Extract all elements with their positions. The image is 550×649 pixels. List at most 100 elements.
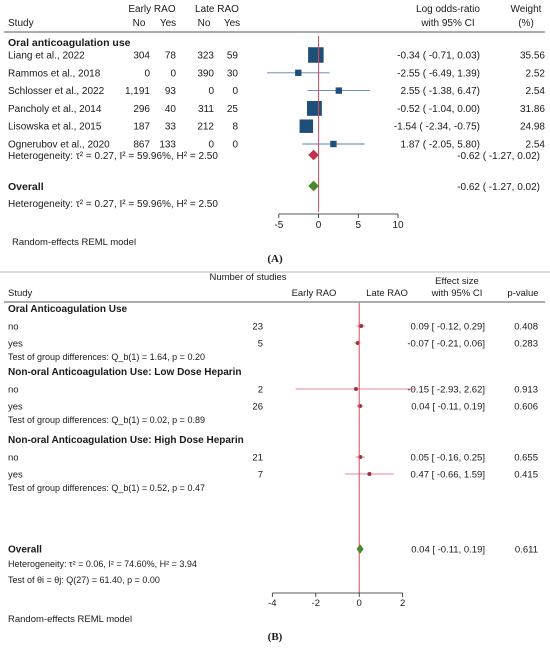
early-yes-value: 133 xyxy=(159,140,176,151)
late-no-value: 323 xyxy=(197,51,214,62)
subgroup-p-value: 0.606 xyxy=(514,402,538,413)
marks-a xyxy=(266,36,370,212)
model-label-a: Random-effects REML model xyxy=(12,237,136,248)
early-yes-value: 33 xyxy=(165,122,177,133)
study-ci-text: -1.54 ( -2.34, -0.75) xyxy=(394,122,480,133)
early-yes-value: 78 xyxy=(165,51,177,62)
header-early-rao-b: Early RAO xyxy=(292,288,337,299)
study-name: Rammos et al., 2018 xyxy=(8,68,101,79)
subgroup-p-value: 0.408 xyxy=(514,322,538,333)
subgroup-point xyxy=(358,404,363,408)
subgroup-point xyxy=(367,472,372,476)
subgroup-label: Non-oral Anticoagulation Use: High Dose … xyxy=(8,435,244,446)
subgroup-ci-text: 0.04 [ -0.11, 0.19] xyxy=(411,402,485,413)
study-weight: 2.54 xyxy=(526,86,546,97)
study-ci-text: 2.55 ( -1.38, 6.47) xyxy=(401,86,481,97)
group-pooled-ci-a: -0.62 ( -1.27, 0.02) xyxy=(457,151,540,162)
x-tick-label-a: 10 xyxy=(392,220,404,231)
subgroup-label: Oral Anticoagulation Use xyxy=(8,304,128,315)
panel-a: Early RAO Late RAO Study No Yes No Yes L… xyxy=(4,4,545,265)
overall-p-value-b: 0.611 xyxy=(515,545,538,556)
study-name: Schlosser et al., 2022 xyxy=(8,86,105,97)
study-name: Liang et al., 2022 xyxy=(8,51,85,62)
early-yes-value: 40 xyxy=(165,104,177,115)
late-yes-value: 25 xyxy=(227,104,239,115)
subgroup-row-name: no xyxy=(8,322,19,333)
panel-label-b: (B) xyxy=(268,631,283,643)
x-tick-label-b: 0 xyxy=(357,598,362,609)
header-study: Study xyxy=(8,18,34,29)
header-effect-ci: with 95% CI xyxy=(420,18,474,29)
study-weight: 35.56 xyxy=(520,51,545,62)
study-point-square xyxy=(299,119,314,133)
header-number-of-studies: Number of studies xyxy=(209,272,286,283)
study-rows-a: Liang et al., 2022 304 78 323 59 -0.34 ( -0.7… xyxy=(8,51,545,151)
early-no-value: 0 xyxy=(144,68,150,79)
late-yes-value: 0 xyxy=(232,140,238,151)
header-early-no: No xyxy=(133,18,146,29)
header-late-no: No xyxy=(198,18,211,29)
panel-b: Number of studies Study Early RAO Late R… xyxy=(4,272,545,643)
subgroup-study-count: 23 xyxy=(252,322,263,333)
header-p-value: p-value xyxy=(507,288,538,299)
early-no-value: 867 xyxy=(133,140,150,151)
study-point-square xyxy=(306,100,322,116)
subgroup-p-value: 0.415 xyxy=(514,470,538,481)
subgroup-study-count: 5 xyxy=(258,339,263,350)
group-difference-test: Test of group differences: Q_b(1) = 1.64… xyxy=(8,352,205,362)
subgroup-row-name: yes xyxy=(8,470,23,481)
late-no-value: 0 xyxy=(208,140,214,151)
early-no-value: 296 xyxy=(133,104,150,115)
header-late-rao-b: Late RAO xyxy=(366,288,408,299)
study-name: Ognerubov et al., 2020 xyxy=(8,140,110,151)
overall-ci-a: -0.62 ( -1.27, 0.02) xyxy=(457,182,540,193)
early-no-value: 187 xyxy=(133,122,150,133)
group-label-a: Oral anticoagulation use xyxy=(8,37,131,49)
overall-homogeneity-test: Test of θi = θj: Q(27) = 61.40, p = 0.00 xyxy=(8,575,160,585)
x-tick-label-a: 5 xyxy=(355,220,361,231)
header-effect-size: Effect size xyxy=(435,276,479,287)
subgroup-rows-b: Oral Anticoagulation Use no 23 0.09 [ -0.12… xyxy=(8,304,538,585)
header-early-rao: Early RAO xyxy=(128,4,175,15)
x-tick-label-b: -2 xyxy=(312,598,320,609)
x-tick-label-a: 0 xyxy=(316,220,322,231)
study-point-square xyxy=(308,47,324,63)
study-ci-text: -2.55 ( -6.49, 1.39) xyxy=(397,68,480,79)
study-point-square xyxy=(330,140,337,148)
header-effect: Log odds-ratio xyxy=(416,4,480,15)
header-early-yes: Yes xyxy=(160,18,176,29)
overall-ci-b: 0.04 [ -0.11, 0.19] xyxy=(411,545,485,556)
overall-diamond-b xyxy=(356,544,364,554)
late-no-value: 212 xyxy=(197,122,214,133)
early-no-value: 1,191 xyxy=(125,86,150,97)
group-difference-test: Test of group differences: Q_b(1) = 0.02… xyxy=(8,415,205,425)
group-difference-test: Test of group differences: Q_b(1) = 0.52… xyxy=(8,483,205,493)
overall-heterogeneity-b: Heterogeneity: τ² = 0.06, I² = 74.60%, H… xyxy=(8,559,197,569)
study-name: Lisowska et al., 2015 xyxy=(8,122,102,133)
late-no-value: 311 xyxy=(198,104,214,115)
subgroup-ci-text: 0.05 [ -0.16, 0.25] xyxy=(411,453,485,464)
subgroup-study-count: 2 xyxy=(258,385,263,396)
subgroup-row-name: yes xyxy=(8,339,23,350)
x-axis-a: -5 0 5 10 xyxy=(274,213,404,231)
x-tick-label-b: 2 xyxy=(400,598,405,609)
study-ci-text: -0.52 ( -1.04, 0.00) xyxy=(397,104,480,115)
group-heterogeneity-a: Heterogeneity: τ² = 0.27, I² = 59.96%, H… xyxy=(8,151,218,162)
study-point-square xyxy=(335,87,342,94)
header-effect-ci-b: with 95% CI xyxy=(431,288,483,299)
early-no-value: 304 xyxy=(133,51,150,62)
subgroup-point xyxy=(359,324,364,328)
late-no-value: 0 xyxy=(208,86,214,97)
study-weight: 2.52 xyxy=(526,68,546,79)
late-yes-value: 30 xyxy=(227,68,239,79)
x-tick-label-a: -5 xyxy=(274,220,283,231)
early-yes-value: 0 xyxy=(170,68,176,79)
overall-label-a: Overall xyxy=(8,181,44,193)
model-label-b: Random-effects REML model xyxy=(8,614,132,625)
subgroup-point xyxy=(355,341,360,345)
header-late-rao: Late RAO xyxy=(195,4,239,15)
subgroup-p-value: 0.283 xyxy=(514,339,538,350)
subgroup-study-count: 21 xyxy=(252,453,263,464)
subgroup-label: Non-oral Anticoagulation Use: Low Dose H… xyxy=(8,367,242,378)
